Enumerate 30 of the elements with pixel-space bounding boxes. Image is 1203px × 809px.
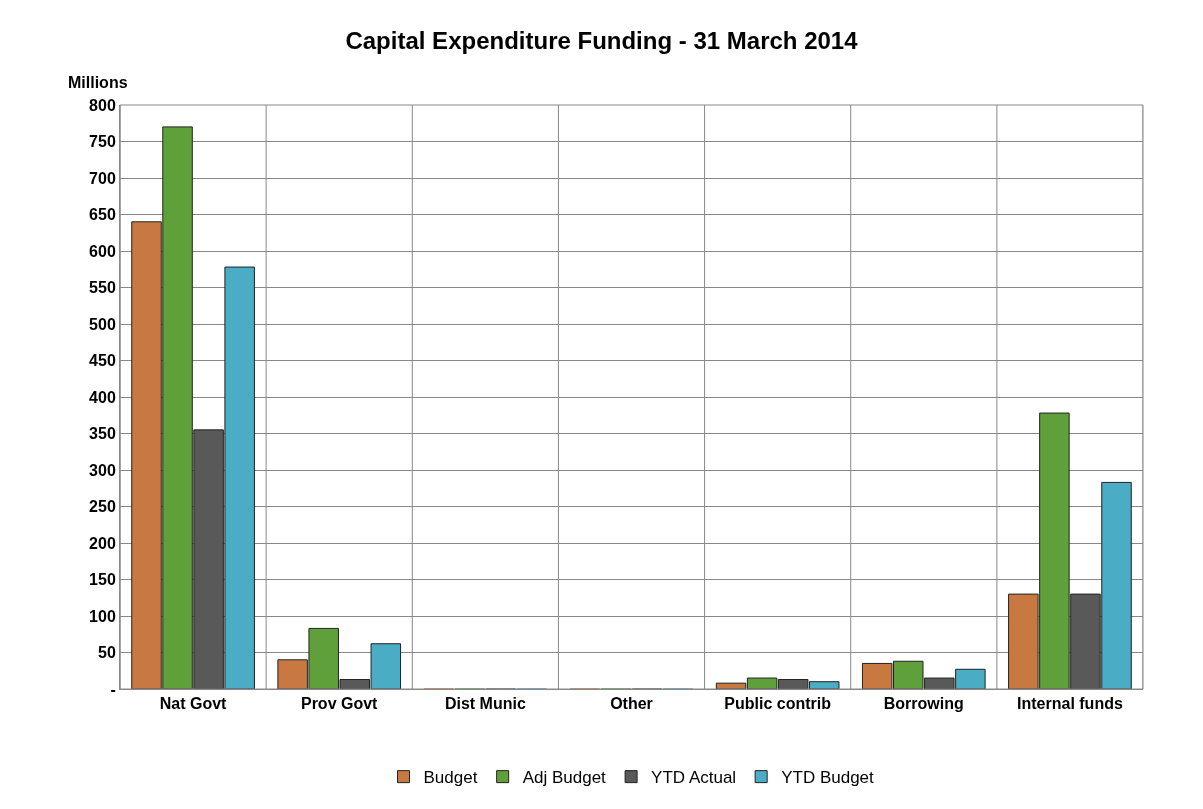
y-tick-label: 650: [89, 206, 116, 224]
x-tick-label: Public contrib: [724, 695, 832, 713]
y-tick-label: 550: [89, 279, 116, 297]
y-tick-label: 200: [89, 534, 116, 552]
legend-label: Budget: [423, 768, 478, 788]
x-tick-label: Nat Govt: [159, 695, 228, 713]
x-tick-label: Other: [610, 695, 653, 713]
y-tick-label: 500: [89, 315, 116, 333]
legend-label: Adj Budget: [522, 768, 607, 788]
legend-label: YTD Budget: [781, 768, 875, 788]
y-tick-label: 750: [89, 133, 116, 151]
y-tick-label: 400: [89, 388, 116, 406]
y-tick-label: 50: [98, 644, 116, 662]
x-tick-label: Internal funds: [1017, 695, 1123, 713]
y-tick-label: 100: [89, 607, 116, 625]
y-tick-label: 150: [89, 571, 116, 589]
y-tick-label: 600: [89, 242, 116, 260]
y-tick-label: 450: [89, 352, 116, 370]
y-tick-label: 700: [89, 169, 116, 187]
y-tick-label: 300: [89, 461, 116, 479]
chart-title: Capital Expenditure Funding - 31 March 2014: [345, 27, 859, 55]
y-tick-label: 350: [89, 425, 116, 443]
legend-label: YTD Actual: [651, 768, 737, 788]
y-tick-label: 250: [89, 498, 116, 516]
y-tick-label: 800: [89, 96, 116, 114]
x-tick-label: Dist Munic: [444, 695, 526, 713]
y-axis-title: Millions: [68, 74, 128, 91]
x-tick-label: Borrowing: [883, 695, 964, 713]
x-tick-label: Prov Govt: [300, 695, 379, 713]
y-tick-label: -: [110, 680, 116, 698]
